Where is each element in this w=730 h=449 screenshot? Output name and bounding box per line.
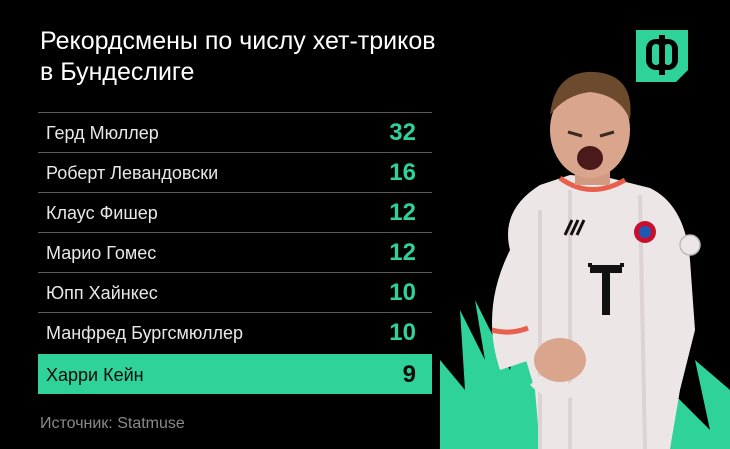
hat-trick-table: Герд Мюллер 32 Роберт Левандовски 16 Кла… — [38, 112, 432, 394]
table-row-highlighted: Харри Кейн 9 — [38, 354, 432, 394]
table-row: Марио Гомес 12 — [38, 232, 432, 272]
player-name: Юпп Хайнкес — [46, 283, 158, 303]
player-name: Герд Мюллер — [46, 123, 159, 143]
table-row: Юпп Хайнкес 10 — [38, 272, 432, 312]
table-row: Роберт Левандовски 16 — [38, 152, 432, 192]
hat-trick-count: 9 — [402, 361, 416, 388]
hat-trick-count: 16 — [389, 159, 416, 186]
source-note: Источник: Statmuse — [40, 415, 185, 432]
table-row: Герд Мюллер 32 — [38, 112, 432, 152]
hat-trick-count: 12 — [389, 199, 416, 226]
player-name: Харри Кейн — [46, 365, 144, 385]
hat-trick-count: 10 — [389, 319, 416, 346]
title-line-2: в Бундеслиге — [40, 58, 195, 86]
player-name: Марио Гомес — [46, 243, 157, 263]
player-name: Клаус Фишер — [46, 203, 158, 223]
page-title: Рекордсмены по числу хет-триков в Бундес… — [40, 26, 560, 88]
title-line-1: Рекордсмены по числу хет-триков — [40, 27, 436, 55]
hat-trick-count: 12 — [389, 239, 416, 266]
table-row: Клаус Фишер 12 — [38, 192, 432, 232]
table-row: Манфред Бургсмюллер 10 — [38, 312, 432, 352]
phi-logo-icon — [636, 30, 688, 82]
hat-trick-count: 10 — [389, 279, 416, 306]
player-name: Манфред Бургсмюллер — [46, 323, 243, 343]
hat-trick-count: 32 — [389, 119, 416, 146]
player-photo — [440, 71, 730, 449]
player-name: Роберт Левандовски — [46, 163, 219, 183]
